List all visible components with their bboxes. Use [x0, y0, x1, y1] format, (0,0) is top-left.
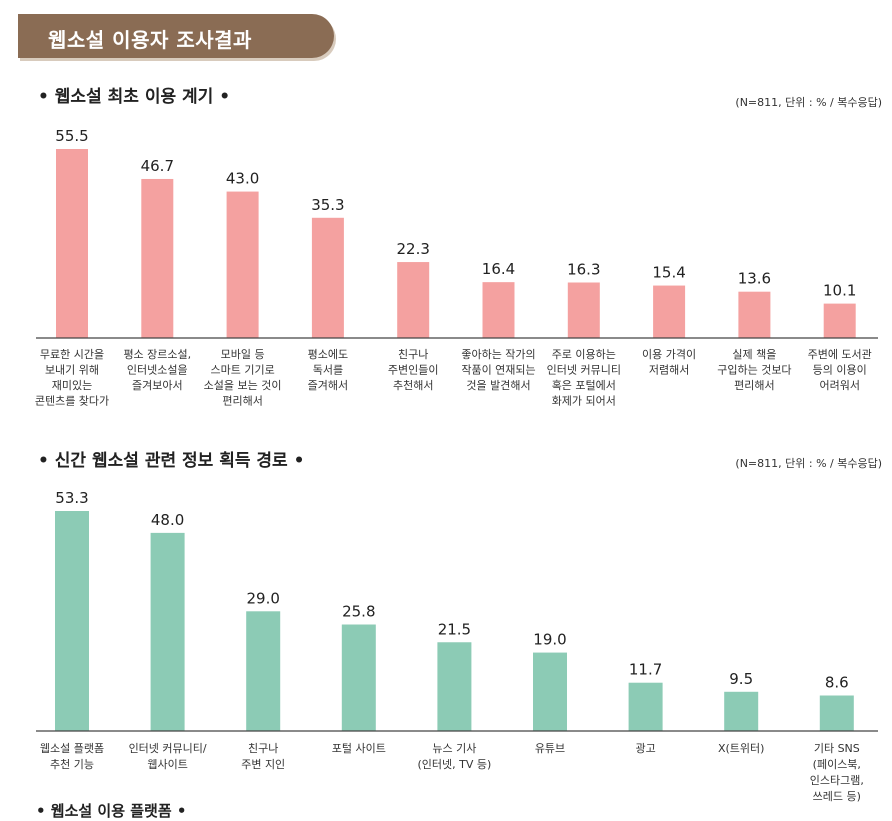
chart1-category-label: 평소에도 독서를 즐겨해서 — [308, 348, 348, 392]
chart2-bar — [819, 695, 854, 731]
chart2-bar — [55, 511, 89, 731]
chart2-bar — [341, 624, 376, 731]
chart1-category-label: 주로 이용하는 인터넷 커뮤니티 혹은 포털에서 화제가 되어서 — [547, 347, 621, 408]
chart2-bar — [437, 642, 472, 731]
chart1-category-label: 모바일 등 스마트 기기로 소설을 보는 것이 편리해서 — [204, 347, 282, 408]
chart2-value-label: 8.6 — [825, 674, 849, 692]
chart1-value-label: 16.4 — [482, 260, 515, 278]
chart1-bar — [738, 291, 771, 338]
chart2-bar — [246, 611, 281, 731]
chart2-value-label: 29.0 — [246, 589, 279, 607]
chart1-category-label: 무료한 시간을 보내기 위해 재미있는 콘텐츠를 찾다가 — [35, 348, 109, 408]
next-section-title: • 웹소설 이용 플랫폼 • — [36, 802, 187, 820]
chart2-bar — [724, 691, 759, 731]
chart1-value-label: 15.4 — [652, 264, 685, 282]
chart2-value-label: 9.5 — [729, 670, 753, 688]
chart1-bar — [653, 285, 686, 338]
chart2-note: (N=811, 단위 : % / 복수응답) — [735, 457, 882, 470]
chart1-value-label: 10.1 — [823, 282, 856, 300]
chart1-bar — [823, 303, 856, 338]
chart1-bar — [397, 262, 430, 338]
chart1-value-label: 22.3 — [396, 240, 429, 258]
chart2-category-label: 광고 — [635, 742, 655, 755]
chart1-title: • 웹소설 최초 이용 계기 • — [38, 87, 231, 107]
chart1-bar — [567, 282, 600, 338]
chart2-category-label: X(트위터) — [718, 742, 764, 755]
chart2-value-label: 19.0 — [533, 631, 566, 649]
chart2-category-label: 친구나 주변 지인 — [241, 742, 285, 771]
chart2-value-label: 48.0 — [151, 511, 184, 529]
chart1-category-label: 주변에 도서관 등의 이용이 어려워서 — [808, 348, 872, 392]
chart1-bar — [141, 178, 174, 338]
chart1-bar — [226, 191, 259, 338]
page-title: 웹소설 이용자 조사결과 — [48, 28, 252, 52]
chart2-category-label: 인터넷 커뮤니티/웹사이트 — [129, 742, 207, 771]
chart2-bar — [628, 682, 663, 731]
chart1-category-label: 이용 가격이 저렴해서 — [642, 348, 696, 377]
chart1-bar — [482, 282, 515, 338]
chart1-value-label: 16.3 — [567, 260, 600, 278]
chart2-category-label: 뉴스 기사 (인터넷, TV 등) — [418, 742, 492, 771]
chart2-value-label: 21.5 — [438, 620, 471, 638]
chart2-category-label: 기타 SNS (페이스북, 인스타그램, 쓰레드 등) — [810, 742, 864, 803]
chart2-category-label: 포털 사이트 — [332, 742, 386, 755]
chart2-bar — [533, 652, 567, 731]
chart1-category-label: 좋아하는 작가의 작품이 연재되는 것을 발견해서 — [461, 347, 535, 392]
chart1-value-label: 55.5 — [55, 127, 88, 145]
chart1-value-label: 46.7 — [141, 157, 174, 175]
chart1-value-label: 43.0 — [226, 170, 259, 188]
chart2-category-label: 유튜브 — [535, 742, 565, 755]
chart1-category-label: 실제 책을 구입하는 것보다 편리해서 — [717, 348, 791, 392]
chart2-value-label: 25.8 — [342, 603, 375, 621]
header-banner: 웹소설 이용자 조사결과 — [18, 14, 334, 58]
chart1-bar — [311, 217, 344, 338]
chart2-value-label: 53.3 — [55, 489, 88, 507]
chart2-bar — [150, 532, 185, 731]
chart2-value-label: 11.7 — [629, 661, 662, 679]
chart1-note: (N=811, 단위 : % / 복수응답) — [735, 96, 882, 109]
chart2-title: • 신간 웹소설 관련 정보 획득 경로 • — [38, 451, 305, 471]
chart1-value-label: 35.3 — [311, 196, 344, 214]
chart1-category-label: 친구나 주변인들이 추천해서 — [388, 348, 439, 392]
chart1-value-label: 13.6 — [738, 270, 771, 288]
chart1-bar — [56, 149, 88, 338]
chart2-category-label: 웹소설 플랫폼 추천 기능 — [40, 742, 104, 771]
chart1-category-label: 평소 장르소설, 인터넷소설을 즐겨보아서 — [123, 348, 191, 392]
